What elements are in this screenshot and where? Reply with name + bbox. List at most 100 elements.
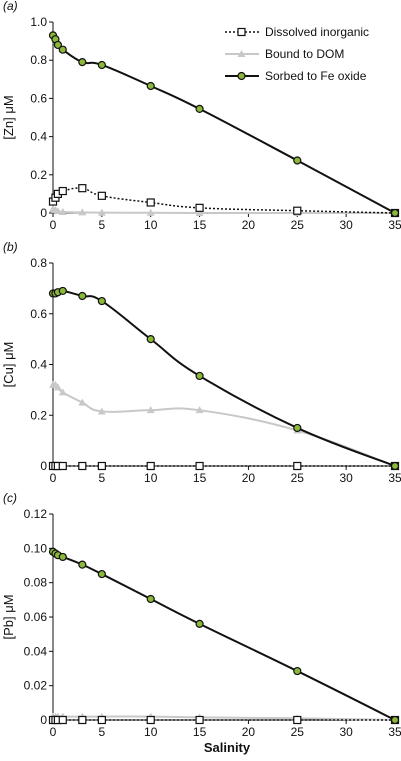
panel-3: 0 5 10 15 20 25 30 35 0 0.02 0.04 0.06 0.08 0.10 0.12 [… <box>1 491 401 739</box>
y-tick-label: 0 <box>40 459 47 473</box>
y-axis-label: [Cu] μM <box>1 342 16 388</box>
series-line-dom <box>52 383 396 467</box>
x-tick-label: 25 <box>291 218 305 232</box>
panel-label: (c) <box>3 491 17 505</box>
x-tick-label: 10 <box>144 471 158 485</box>
data-point-dissolved <box>195 461 204 471</box>
y-axis-label: [Zn] μM <box>1 95 16 139</box>
y-tick-label: 0.8 <box>30 256 47 270</box>
data-point-feox <box>390 461 400 471</box>
legend-marker-dissolved <box>237 27 246 37</box>
y-tick-label: 0.6 <box>30 307 47 321</box>
data-point-dom <box>78 398 87 406</box>
data-point-dissolved <box>293 206 302 215</box>
data-point-dom <box>78 208 87 216</box>
legend: Dissolved inorganic Bound to DOM Sorbed … <box>225 25 369 83</box>
y-tick-label: 0.2 <box>30 408 47 422</box>
data-point-dissolved <box>97 715 106 725</box>
x-axis-label: Salinity <box>204 740 251 755</box>
data-point-feox <box>97 60 106 70</box>
y-tick-label: 0.06 <box>24 610 48 624</box>
x-tick-label: 30 <box>339 471 353 485</box>
y-tick-label: 0.4 <box>30 130 47 144</box>
data-point-dom <box>195 406 204 414</box>
data-point-feox <box>53 40 62 50</box>
data-point-dissolved <box>78 184 87 193</box>
data-point-dissolved <box>97 461 106 471</box>
panel-2: 0 5 10 15 20 25 30 35 0 0.2 0.4 0.6 0.8 [Cu] μM (b) <box>1 240 401 485</box>
x-tick-label: 10 <box>144 218 158 232</box>
x-tick-label: 15 <box>193 725 207 739</box>
x-tick-label: 25 <box>291 725 305 739</box>
legend-entry-dom: Bound to DOM <box>225 47 344 61</box>
panel-label: (b) <box>3 240 18 254</box>
legend-entry-dissolved: Dissolved inorganic <box>225 25 369 39</box>
data-point-dissolved <box>97 191 106 200</box>
panels: 0 5 10 15 20 25 30 35 0 0.2 0.4 0.6 0.8 1.0 [Zn] μM (a)… <box>1 0 401 739</box>
series-dom <box>49 380 399 469</box>
x-tick-label: 30 <box>339 218 353 232</box>
data-point-dissolved <box>293 715 302 725</box>
data-point-feox <box>195 371 204 381</box>
data-point-dom <box>97 208 106 216</box>
data-point-dom <box>146 406 155 414</box>
x-tick-label: 20 <box>242 471 256 485</box>
series-line-feox <box>52 289 396 467</box>
data-point-feox <box>146 594 155 604</box>
series-feox <box>48 286 400 471</box>
data-point-feox <box>97 569 106 579</box>
x-tick-label: 5 <box>99 725 106 739</box>
series-dissolved <box>48 715 400 725</box>
data-point-dissolved <box>146 715 155 725</box>
y-tick-label: 0.02 <box>24 679 48 693</box>
legend-entry-feox: Sorbed to Fe oxide <box>225 69 367 83</box>
x-tick-label: 15 <box>193 218 207 232</box>
y-tick-label: 0.6 <box>30 91 47 105</box>
x-tick-label: 10 <box>144 725 158 739</box>
data-point-feox <box>58 286 67 296</box>
x-tick-label: 5 <box>99 471 106 485</box>
legend-label-dissolved: Dissolved inorganic <box>265 25 369 39</box>
data-point-dom <box>58 208 67 216</box>
data-point-dissolved <box>58 461 67 471</box>
y-tick-label: 0.8 <box>30 53 47 67</box>
data-point-feox <box>390 208 400 218</box>
data-point-feox <box>390 715 400 725</box>
x-tick-label: 35 <box>388 725 401 739</box>
data-point-dom <box>53 383 62 391</box>
legend-label-feox: Sorbed to Fe oxide <box>265 69 367 83</box>
data-point-feox <box>195 619 204 628</box>
x-tick-label: 30 <box>339 725 353 739</box>
x-tick-label: 0 <box>50 471 57 485</box>
x-tick-label: 25 <box>291 471 305 485</box>
y-tick-label: 0.12 <box>24 507 48 521</box>
data-point-feox <box>78 291 87 301</box>
data-point-dissolved <box>146 461 155 471</box>
y-tick-label: 1.0 <box>30 15 47 29</box>
data-point-dissolved <box>293 461 302 471</box>
x-tick-label: 20 <box>242 218 256 232</box>
legend-label-dom: Bound to DOM <box>265 47 344 61</box>
data-point-feox <box>293 666 302 676</box>
data-point-dissolved <box>58 186 67 196</box>
y-tick-label: 0.2 <box>30 168 47 182</box>
series-line-dom <box>52 208 395 215</box>
data-point-dissolved <box>195 203 204 212</box>
x-tick-label: 0 <box>50 218 57 232</box>
y-tick-label: 0.4 <box>30 358 47 372</box>
data-point-feox <box>58 552 67 562</box>
x-tick-label: 15 <box>193 471 207 485</box>
y-axis-label: [Pb] μM <box>1 594 16 639</box>
data-point-dom <box>58 388 67 396</box>
data-point-dom <box>97 407 106 415</box>
legend-marker-dom <box>237 50 246 57</box>
data-point-dom <box>195 209 204 216</box>
panel-1: 0 5 10 15 20 25 30 35 0 0.2 0.4 0.6 0.8 1.0 [Zn] μM (a) <box>1 0 401 232</box>
series-feox <box>48 547 400 725</box>
data-point-feox <box>293 156 302 165</box>
y-tick-label: 0 <box>40 206 47 220</box>
data-point-feox <box>97 296 106 306</box>
data-point-dissolved <box>78 715 87 725</box>
data-point-feox <box>293 423 302 433</box>
